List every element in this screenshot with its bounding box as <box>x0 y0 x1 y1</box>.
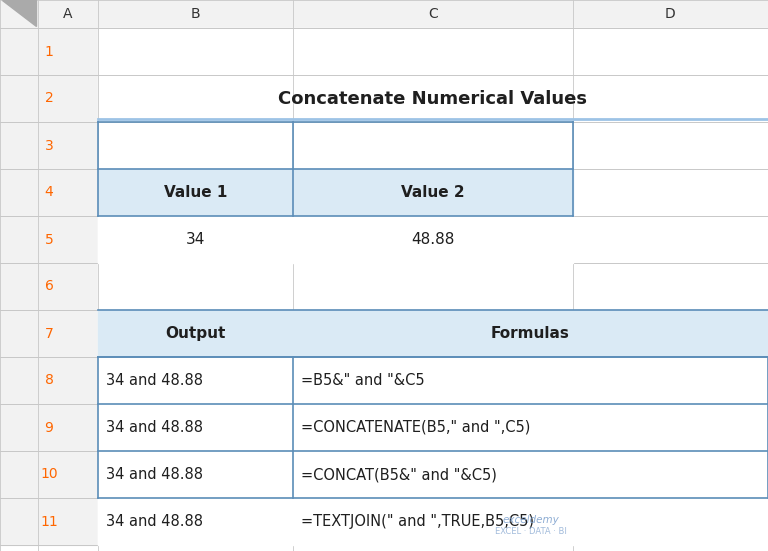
Bar <box>293 451 768 498</box>
Bar <box>0 169 98 216</box>
Text: Value 2: Value 2 <box>401 185 465 200</box>
Bar <box>98 310 768 357</box>
Text: Formulas: Formulas <box>491 326 570 341</box>
Bar <box>293 216 573 263</box>
Text: 34 and 48.88: 34 and 48.88 <box>106 373 203 388</box>
Bar <box>98 28 768 75</box>
Text: 9: 9 <box>45 420 54 435</box>
Bar <box>0 357 98 404</box>
Text: 1: 1 <box>45 45 54 58</box>
Bar <box>98 169 293 216</box>
Bar <box>0 263 98 310</box>
Text: 3: 3 <box>45 138 53 153</box>
Bar <box>0 122 98 169</box>
Text: =CONCATENATE(B5," and ",C5): =CONCATENATE(B5," and ",C5) <box>301 420 531 435</box>
Bar <box>98 451 293 498</box>
Text: 34 and 48.88: 34 and 48.88 <box>106 420 203 435</box>
Bar <box>98 216 293 263</box>
Text: 34 and 48.88: 34 and 48.88 <box>106 514 203 529</box>
Text: 7: 7 <box>45 327 53 341</box>
Text: exceldemy: exceldemy <box>502 515 559 525</box>
Bar <box>98 498 768 545</box>
Bar <box>293 357 768 404</box>
Text: 8: 8 <box>45 374 54 387</box>
Bar <box>98 75 768 122</box>
Polygon shape <box>2 0 36 26</box>
Text: Value 1: Value 1 <box>164 185 227 200</box>
Bar <box>293 310 768 357</box>
Text: C: C <box>428 7 438 21</box>
Bar <box>98 169 768 216</box>
Bar <box>98 498 293 545</box>
Bar <box>0 216 98 263</box>
Text: 2: 2 <box>45 91 53 105</box>
Text: B: B <box>190 7 200 21</box>
Text: Output: Output <box>165 326 226 341</box>
Bar <box>0 310 98 357</box>
Bar <box>0 28 98 75</box>
Bar <box>98 310 293 357</box>
Text: 5: 5 <box>45 233 53 246</box>
Bar <box>98 263 768 310</box>
Bar <box>98 357 293 404</box>
Bar <box>98 451 768 498</box>
Text: D: D <box>665 7 676 21</box>
Bar <box>293 169 573 216</box>
Bar <box>98 216 768 263</box>
Bar <box>98 122 768 169</box>
Text: 34: 34 <box>186 232 205 247</box>
Bar <box>98 404 768 451</box>
Bar <box>293 498 768 545</box>
Bar <box>0 498 98 545</box>
Text: 48.88: 48.88 <box>412 232 455 247</box>
Text: EXCEL · DATA · BI: EXCEL · DATA · BI <box>495 527 567 536</box>
Bar <box>98 404 293 451</box>
Text: 34 and 48.88: 34 and 48.88 <box>106 467 203 482</box>
Text: =TEXTJOIN(" and ",TRUE,B5,C5): =TEXTJOIN(" and ",TRUE,B5,C5) <box>301 514 534 529</box>
Text: =B5&" and "&C5: =B5&" and "&C5 <box>301 373 425 388</box>
Text: =CONCAT(B5&" and "&C5): =CONCAT(B5&" and "&C5) <box>301 467 497 482</box>
Bar <box>293 404 768 451</box>
Bar <box>0 451 98 498</box>
Bar <box>0 75 98 122</box>
Text: A: A <box>63 7 73 21</box>
Bar <box>0 0 768 28</box>
Text: 10: 10 <box>40 467 58 482</box>
Text: 11: 11 <box>40 515 58 528</box>
Text: 4: 4 <box>45 186 53 199</box>
Bar <box>98 357 768 404</box>
Bar <box>0 404 98 451</box>
Text: 6: 6 <box>45 279 54 294</box>
Text: Concatenate Numerical Values: Concatenate Numerical Values <box>279 89 588 107</box>
